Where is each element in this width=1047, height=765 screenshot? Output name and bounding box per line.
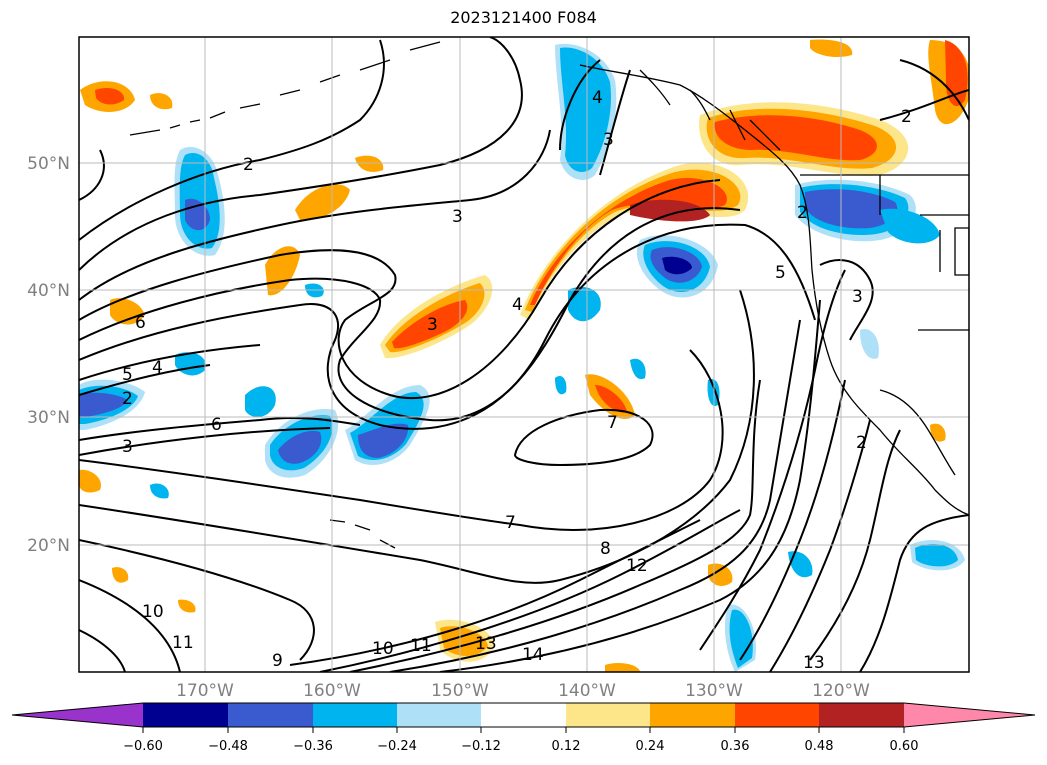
contour-label: 7: [505, 513, 516, 533]
contour-label: 12: [626, 556, 648, 576]
latitude-labels: 50°N 40°N 30°N 20°N: [27, 154, 70, 556]
contour-label: 2: [901, 107, 912, 127]
lon-label: 160°W: [303, 681, 361, 701]
colorbar-tick-label: −0.24: [377, 739, 417, 754]
contour-label: 6: [135, 313, 146, 333]
contour-label: 3: [427, 315, 438, 335]
colorbar-segment: [650, 703, 735, 727]
lat-label: 40°N: [27, 281, 70, 301]
contour-label: 11: [410, 636, 432, 656]
contour-label: 4: [512, 295, 523, 315]
coastlines: [129, 41, 969, 549]
contour-label: 3: [852, 287, 863, 307]
colorbar-segment: [819, 703, 904, 727]
colorbar-tick-label: 0.60: [890, 739, 919, 754]
colorbar-ticks: [142, 727, 905, 733]
colorbar-tick-label: 0.12: [552, 739, 581, 754]
contour-label: 6: [211, 415, 222, 435]
contour-label-group: 2 3 4 3 2 2 3 3 4 5 6 2 3 6 4 5 7 7 8 12…: [122, 88, 912, 673]
contour-label: 13: [475, 634, 497, 654]
lon-label: 170°W: [176, 681, 234, 701]
contour-label: 2: [856, 433, 867, 453]
colorbar-tick-label: −0.12: [461, 739, 501, 754]
contour-label: 7: [607, 413, 618, 433]
colorbar-tick-label: 0.48: [805, 739, 834, 754]
contour-label: 3: [603, 130, 614, 150]
contour-label: 10: [142, 602, 164, 622]
contour-label: 3: [452, 207, 463, 227]
colorbar-segment: [313, 703, 397, 727]
colorbar-segment: [397, 703, 481, 727]
lat-label: 20°N: [27, 536, 70, 556]
contour-label: 2: [797, 203, 808, 223]
map-title: 2023121400 F084: [450, 8, 597, 27]
colorbar-segment: [735, 703, 819, 727]
colorbar-extend-left: [12, 703, 143, 727]
map-frame: [78, 36, 970, 673]
contour-label: 13: [803, 653, 825, 673]
colorbar-segment: [143, 703, 228, 727]
contour-label: 2: [243, 155, 254, 175]
longitude-labels: 170°W 160°W 150°W 140°W 130°W 120°W: [176, 681, 870, 701]
contour-label: 8: [600, 539, 611, 559]
colorbar-tick-label: −0.48: [208, 739, 248, 754]
contour-label: 9: [272, 651, 283, 671]
contour-label: 5: [775, 263, 786, 283]
lat-label: 50°N: [27, 154, 70, 174]
lon-label: 130°W: [685, 681, 743, 701]
gridlines: [79, 37, 969, 672]
contour-label: 5: [122, 365, 133, 385]
contour-label: 3: [122, 437, 133, 457]
colorbar-segment: [566, 703, 650, 727]
map-panel: 2 3 4 3 2 2 3 3 4 5 6 2 3 6 4 5 7 7 8 12…: [79, 37, 969, 673]
contour-label: 11: [172, 633, 194, 653]
colorbar-segment: [481, 703, 566, 727]
colorbar: −0.60 −0.48 −0.36 −0.24 −0.12 0.12 0.24 …: [11, 702, 1036, 754]
lon-label: 140°W: [558, 681, 616, 701]
contour-label: 14: [522, 645, 544, 665]
colorbar-tick-labels: −0.60 −0.48 −0.36 −0.24 −0.12 0.12 0.24 …: [123, 739, 918, 754]
contour-label: 4: [592, 88, 603, 108]
contour-lines: [79, 37, 969, 672]
colorbar-tick-label: 0.24: [636, 739, 665, 754]
colorbar-tick-label: 0.36: [721, 739, 750, 754]
colorbar-tick-label: −0.60: [123, 739, 163, 754]
colorbar-segment: [228, 703, 313, 727]
lat-label: 30°N: [27, 408, 70, 428]
colorbar-tick-label: −0.36: [293, 739, 333, 754]
contour-label: 2: [122, 389, 133, 409]
lon-label: 120°W: [812, 681, 870, 701]
contour-label: 4: [152, 358, 163, 378]
lon-label: 150°W: [431, 681, 489, 701]
contour-label: 10: [372, 639, 394, 659]
colorbar-extend-right: [904, 703, 1035, 727]
